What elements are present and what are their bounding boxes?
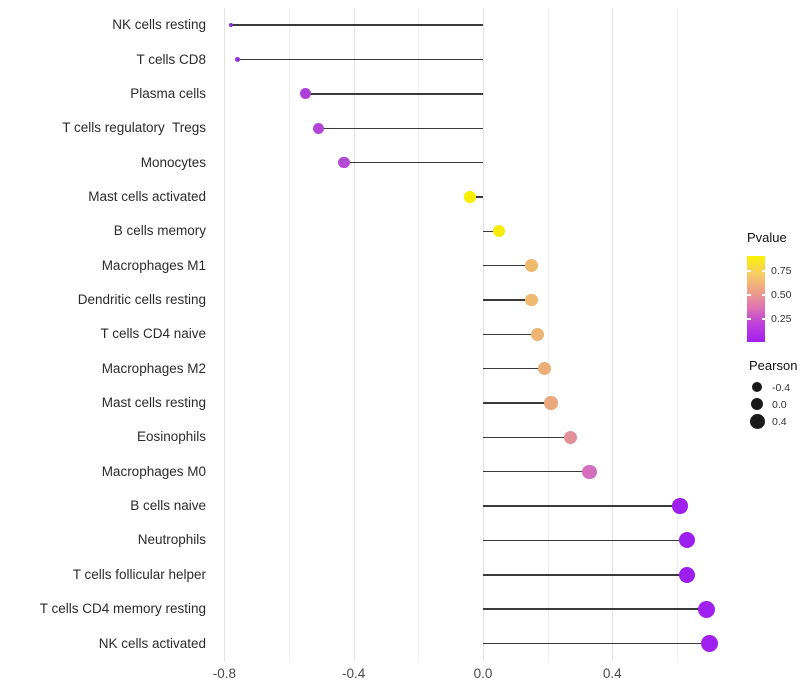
category-label: NK cells activated [98, 635, 206, 651]
lollipop-dot [537, 362, 551, 376]
minor-gridline [418, 8, 420, 661]
lollipop-dot [531, 327, 545, 341]
gradient-tick [761, 270, 765, 272]
gradient-tick-label: 0.25 [771, 313, 792, 326]
lollipop-dot [563, 430, 578, 445]
minor-gridline [676, 8, 678, 661]
lollipop-stem [483, 539, 687, 542]
lollipop-stem [483, 264, 532, 267]
category-label: Monocytes [140, 154, 206, 170]
lollipop-dot [525, 293, 538, 307]
minor-gridline [289, 8, 291, 661]
pearson-size-label: -0.4 [772, 382, 791, 394]
pearson-size-dot [752, 382, 762, 392]
category-label: Mast cells activated [88, 188, 206, 204]
category-label: Macrophages M2 [101, 360, 206, 376]
gradient-tick-label: 0.75 [771, 265, 792, 278]
lollipop-stem [343, 161, 483, 164]
lollipop-dot [678, 532, 695, 549]
lollipop-stem [318, 127, 483, 129]
lollipop-stem [237, 58, 483, 61]
category-label: NK cells resting [112, 17, 206, 33]
lollipop-stem [483, 368, 545, 370]
major-gridline [353, 8, 355, 661]
category-label: T cells CD8 [136, 51, 206, 67]
lollipop-dot [338, 156, 350, 169]
category-label: T cells regulatory Tregs [62, 120, 206, 136]
lollipop-stem [483, 471, 590, 473]
lollipop-dot [234, 56, 241, 63]
pearson-legend-title: Pearson [749, 358, 798, 373]
lollipop-dot [672, 498, 688, 514]
pearson-size-dot [750, 397, 764, 411]
gradient-tick [761, 294, 765, 296]
major-gridline [612, 8, 614, 661]
category-label: B cells memory [113, 223, 206, 239]
lollipop-dot [525, 259, 538, 272]
lollipop-dot [697, 600, 715, 618]
x-tick-label: 0.0 [473, 666, 493, 681]
gradient-tick [747, 270, 751, 272]
lollipop-stem [470, 196, 483, 198]
category-label: Macrophages M0 [101, 463, 206, 479]
x-tick-label: -0.4 [342, 666, 366, 681]
lollipop-stem [483, 608, 707, 610]
lollipop-stem [230, 24, 483, 26]
gradient-tick [747, 294, 751, 296]
lollipop-dot [464, 191, 476, 203]
gradient-tick [747, 318, 751, 320]
category-label: Eosinophils [136, 429, 206, 445]
category-label: Mast cells resting [101, 395, 206, 411]
minor-gridline [547, 8, 549, 661]
pearson-size-label: 0.4 [772, 416, 787, 428]
lollipop-stem [483, 299, 532, 301]
category-label: Plasma cells [130, 85, 206, 101]
pvalue-legend-title: Pvalue [747, 230, 787, 245]
lollipop-stem [483, 505, 681, 507]
lollipop-dot [228, 22, 234, 28]
pearson-size-label: 0.0 [772, 399, 787, 411]
category-label: B cells naive [130, 498, 206, 514]
pvalue-gradient-bar [747, 256, 765, 342]
lollipop-dot [678, 566, 695, 583]
lollipop-dot [493, 225, 506, 238]
lollipop-stem [483, 574, 687, 576]
gradient-tick-label: 0.50 [771, 289, 792, 302]
x-tick-label: 0.4 [602, 666, 622, 681]
x-tick-label: -0.8 [212, 666, 236, 681]
lollipop-dot [582, 464, 597, 479]
category-label: Neutrophils [137, 532, 206, 548]
category-label: Macrophages M1 [101, 257, 206, 273]
lollipop-stem [483, 436, 571, 439]
lollipop-stem [483, 230, 500, 232]
major-gridline [224, 8, 226, 661]
lollipop-dot [312, 122, 324, 134]
lollipop-dot [544, 396, 558, 410]
lollipop-stem [483, 402, 551, 404]
category-label: T cells CD4 memory resting [39, 601, 206, 617]
pearson-size-dot [749, 413, 765, 429]
category-label: T cells CD4 naive [100, 326, 206, 342]
gradient-tick [761, 318, 765, 320]
lollipop-stem [483, 333, 538, 336]
lollipop-dot [700, 635, 718, 653]
category-label: Dendritic cells resting [77, 291, 206, 307]
lollipop-dot [299, 88, 311, 100]
category-label: T cells follicular helper [72, 566, 206, 582]
lollipop-stem [305, 93, 483, 95]
lollipop-stem [483, 642, 710, 645]
